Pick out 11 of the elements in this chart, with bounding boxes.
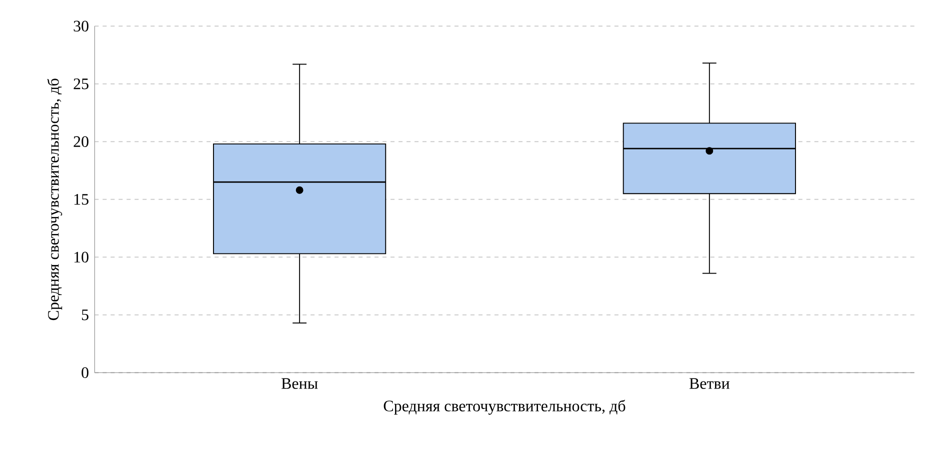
- y-axis-title: Средняя светочувствительность, дб: [47, 78, 62, 320]
- x-tick-label: Ветви: [689, 378, 730, 389]
- y-tick-label: 25: [74, 78, 88, 90]
- y-tick-label: 0: [82, 367, 88, 378]
- y-tick-label: 10: [74, 252, 88, 263]
- y-tick-label: 20: [74, 136, 88, 148]
- y-tick-label: 15: [74, 194, 88, 205]
- y-tick-label: 5: [82, 310, 88, 320]
- x-axis-title: Средняя светочувствительность, дб: [384, 400, 626, 415]
- x-tick-label: Вены: [281, 378, 318, 389]
- y-tick-label: 30: [74, 20, 88, 32]
